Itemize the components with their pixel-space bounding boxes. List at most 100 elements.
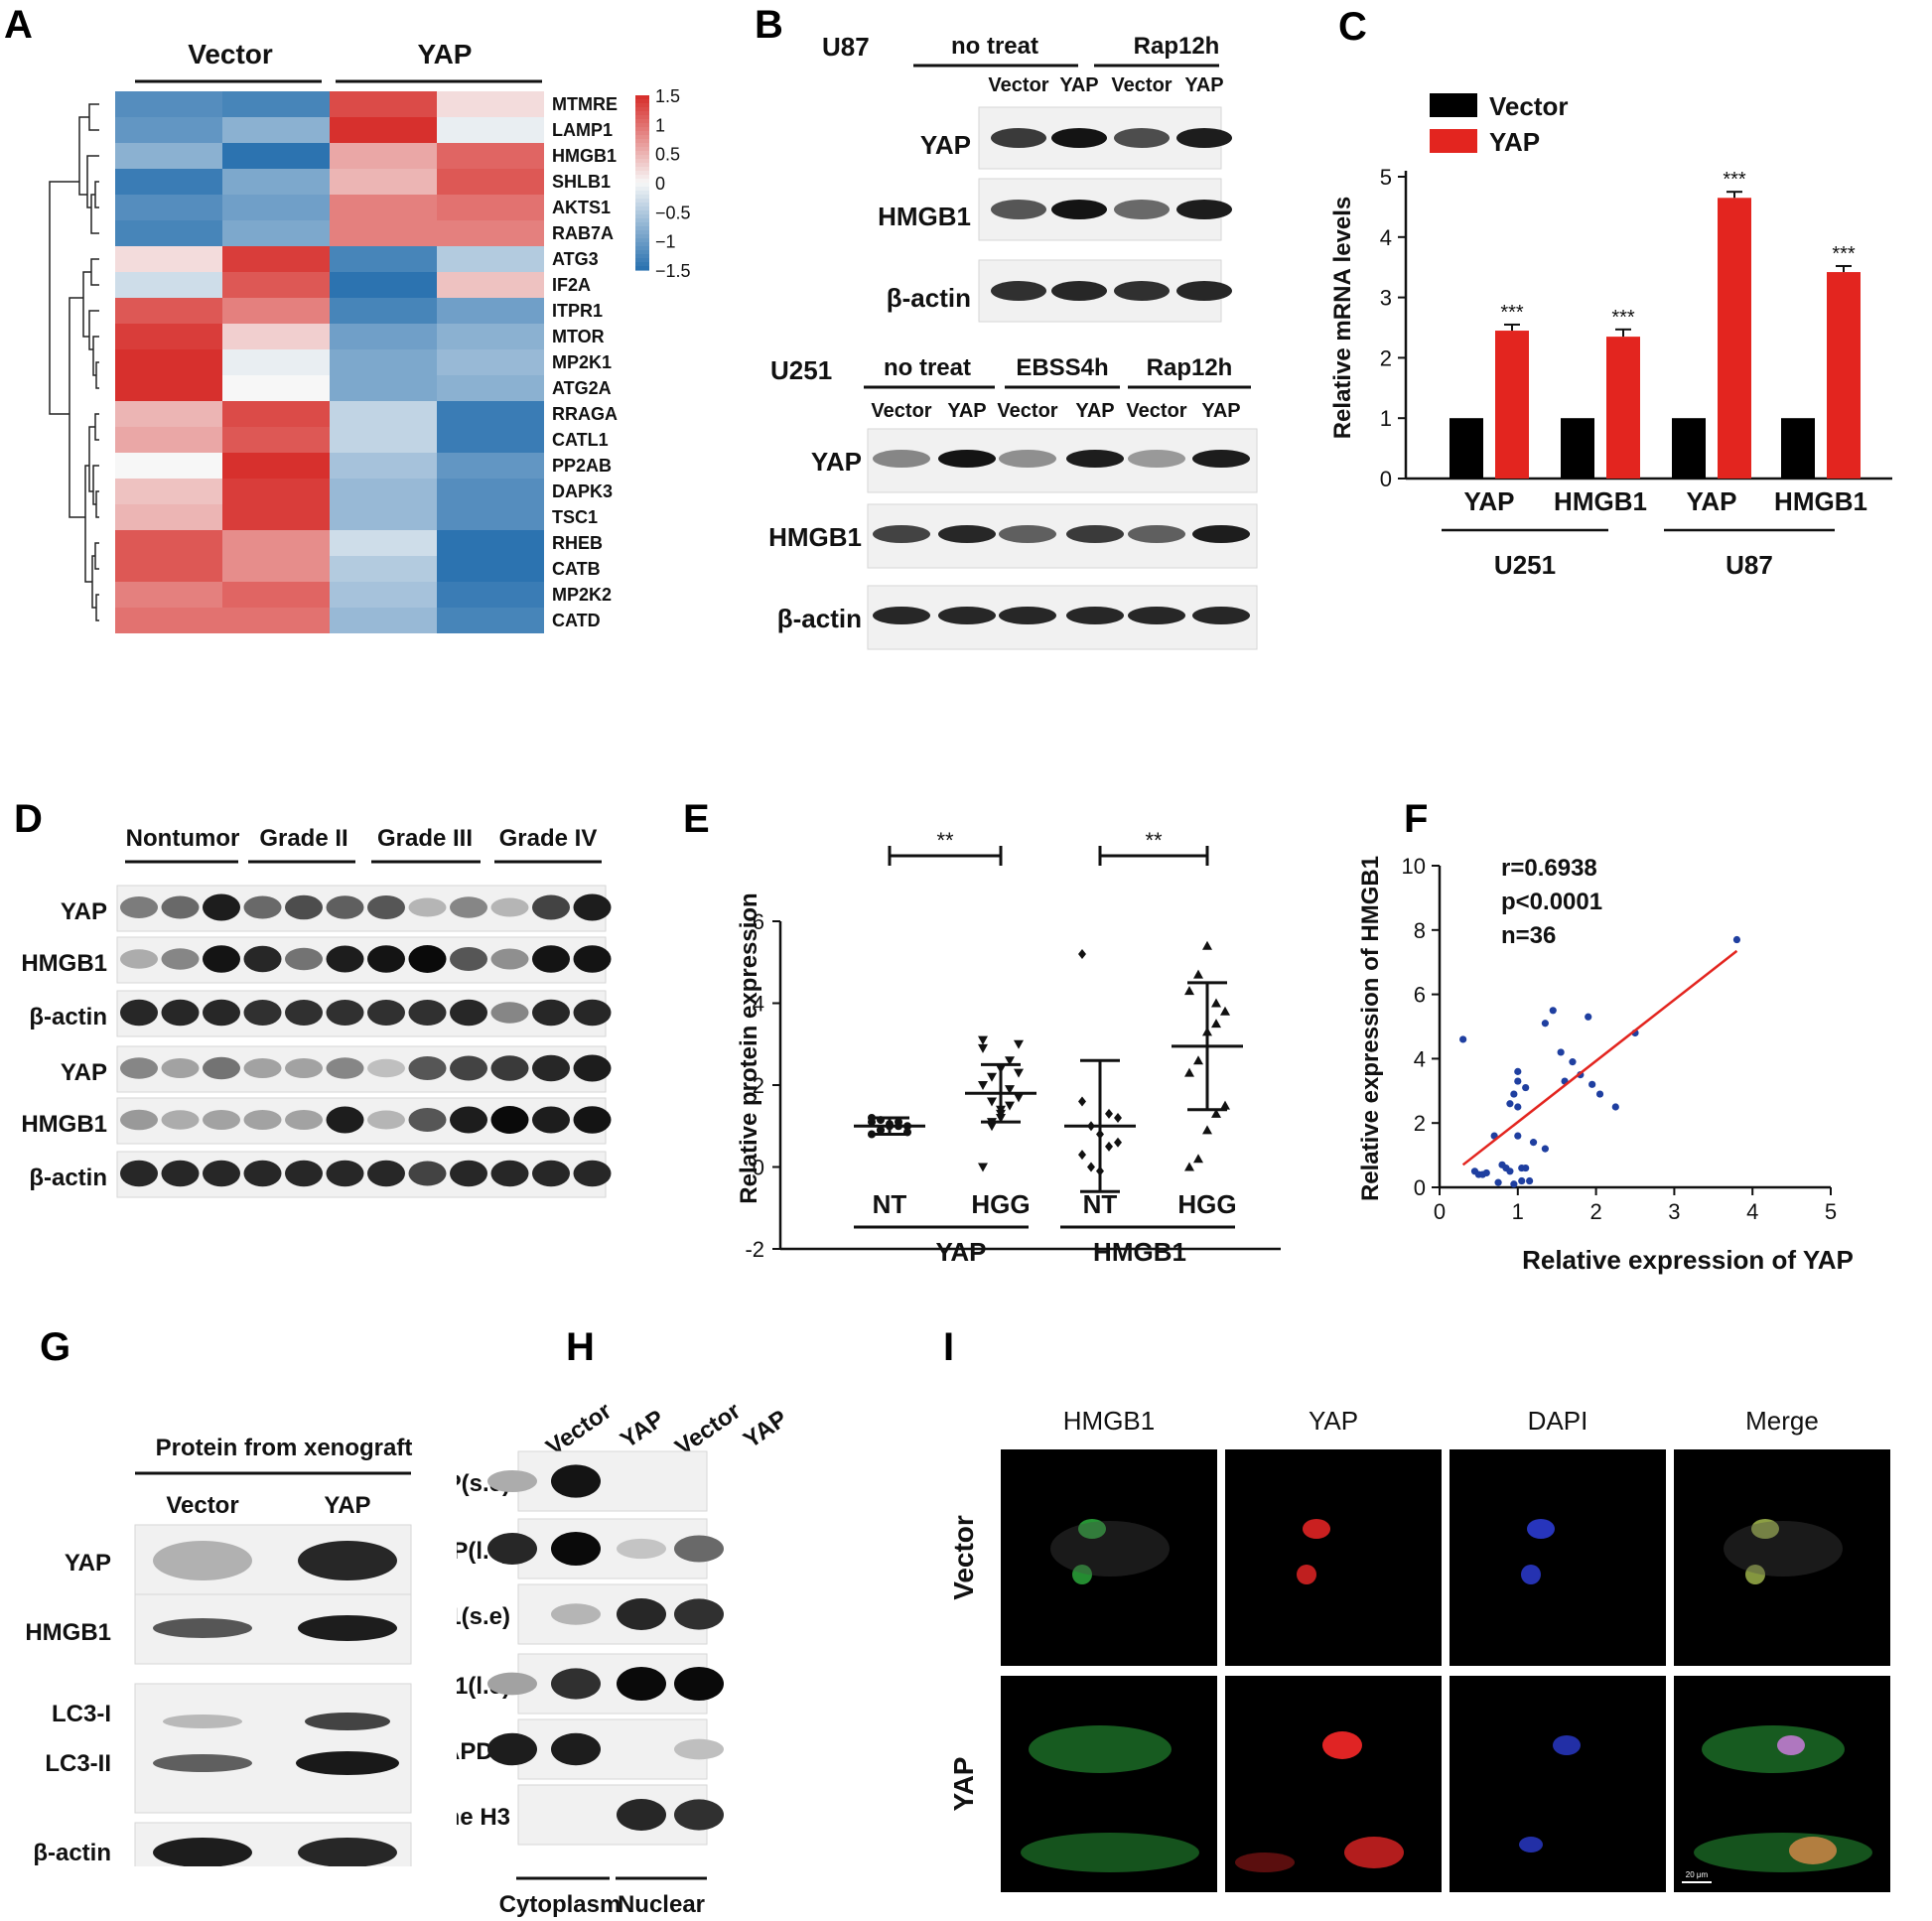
scatter-point bbox=[1459, 1035, 1467, 1043]
significance-stars: *** bbox=[1611, 307, 1635, 329]
if-image-tile bbox=[1225, 1449, 1442, 1666]
if-nucleus bbox=[1303, 1519, 1330, 1539]
y-axis-label: Relative protein expression bbox=[736, 892, 762, 1203]
heatmap-cell bbox=[437, 324, 544, 349]
tissue-band bbox=[285, 1160, 323, 1187]
tissue-row-label: HMGB1 bbox=[21, 1111, 107, 1138]
heatmap-cell bbox=[330, 479, 437, 504]
u251-band bbox=[999, 607, 1056, 624]
heatmap-cell bbox=[222, 582, 330, 608]
significance-stars: *** bbox=[1500, 302, 1524, 324]
dendrogram-branch bbox=[88, 310, 99, 350]
heatmap-cell bbox=[115, 479, 222, 504]
heatmap-cell bbox=[222, 401, 330, 427]
tissue-band bbox=[203, 1160, 240, 1187]
dendrogram-branch bbox=[90, 194, 99, 234]
heatmap-cell bbox=[437, 220, 544, 246]
xenograft-row-label: HMGB1 bbox=[25, 1619, 111, 1646]
fraction-band bbox=[551, 1464, 601, 1498]
heatmap-cell bbox=[330, 349, 437, 375]
fraction-label-nuclear: Nuclear bbox=[618, 1891, 705, 1918]
x-category-label: HGG bbox=[1177, 1189, 1236, 1219]
tissue-band bbox=[490, 1002, 529, 1024]
heatmap-cell bbox=[437, 298, 544, 324]
u251-condition-label: no treat bbox=[884, 354, 971, 381]
heatmap-cell bbox=[222, 298, 330, 324]
u87-band bbox=[1176, 128, 1232, 148]
xenograft-title: Protein from xenograft bbox=[156, 1435, 413, 1461]
heatmap-gene-label: ATG2A bbox=[552, 378, 612, 398]
tissue-band bbox=[326, 1160, 364, 1187]
heatmap-cell bbox=[222, 453, 330, 479]
heatmap-gene-label: MP2K1 bbox=[552, 352, 612, 372]
tissue-band bbox=[490, 897, 529, 917]
panel-i-immunofluorescence: I HMGB1 YAP DAPI Merge Vector YAP 20 μm bbox=[943, 1325, 1890, 1892]
u251-band bbox=[873, 450, 930, 468]
fraction-row-label: Histone H3 bbox=[457, 1804, 510, 1831]
heatmap-cell bbox=[330, 195, 437, 220]
u251-row-label: β-actin bbox=[777, 604, 862, 633]
tissue-band bbox=[408, 945, 447, 973]
u251-condition-label: Rap12h bbox=[1147, 354, 1233, 381]
heatmap-cell bbox=[330, 324, 437, 349]
heatmap-cell bbox=[437, 195, 544, 220]
heatmap-cell bbox=[437, 169, 544, 195]
u251-blot-strip bbox=[867, 585, 1258, 650]
y-axis-label: Relative expression of HMGB1 bbox=[1357, 856, 1384, 1201]
fraction-band bbox=[487, 1732, 537, 1766]
heatmap-cell bbox=[330, 504, 437, 530]
fraction-label-cytoplasm: Cytoplasm bbox=[499, 1891, 621, 1918]
color-scale-tick: 1.5 bbox=[655, 86, 680, 106]
tissue-band bbox=[243, 945, 282, 973]
color-scale-tick: 0.5 bbox=[655, 145, 680, 165]
u87-band bbox=[991, 281, 1046, 301]
heatmap-cell bbox=[222, 272, 330, 298]
tissue-band bbox=[243, 1058, 282, 1078]
tissue-group-label: Nontumor bbox=[126, 825, 240, 852]
dendrogram-branch bbox=[95, 490, 99, 518]
scatter-point bbox=[1588, 1080, 1596, 1088]
x-tick-label: 2 bbox=[1589, 1199, 1601, 1224]
regression-line bbox=[1461, 949, 1738, 1166]
data-point bbox=[877, 1126, 885, 1135]
tissue-row-label: YAP bbox=[61, 1059, 107, 1086]
tissue-band bbox=[408, 897, 447, 917]
data-point bbox=[1220, 1100, 1230, 1110]
heatmap-gene-label: ATG3 bbox=[552, 249, 599, 269]
heatmap-cell bbox=[437, 479, 544, 504]
tissue-band bbox=[161, 948, 200, 970]
data-point bbox=[1014, 1093, 1024, 1103]
dendrogram-branch bbox=[92, 336, 99, 376]
tissue-band bbox=[573, 893, 612, 921]
color-scale-segment bbox=[635, 218, 649, 223]
u251-band bbox=[1128, 607, 1185, 624]
if-nucleus bbox=[1745, 1565, 1765, 1584]
data-point bbox=[1114, 1137, 1122, 1148]
heatmap-gene-label: CATB bbox=[552, 559, 601, 579]
heatmap-cell bbox=[222, 117, 330, 143]
heatmap-cell bbox=[222, 143, 330, 169]
blot-cell-line-u87: U87 bbox=[822, 32, 870, 62]
if-image-tile bbox=[1225, 1676, 1442, 1892]
fraction-band bbox=[617, 1667, 666, 1701]
dendrogram-branch bbox=[92, 465, 99, 505]
u87-condition-label: Rap12h bbox=[1134, 33, 1220, 60]
dendrogram-branch bbox=[88, 426, 95, 492]
bar-vector bbox=[1561, 418, 1594, 479]
heatmap-gene-label: IF2A bbox=[552, 275, 591, 295]
heatmap-cell bbox=[115, 375, 222, 401]
fraction-band bbox=[487, 1533, 537, 1565]
x-category-label: NT bbox=[1083, 1189, 1118, 1219]
tissue-band bbox=[532, 1160, 570, 1187]
color-scale-segment bbox=[635, 214, 649, 219]
y-tick-label: 6 bbox=[1414, 983, 1426, 1008]
x-category-label: HMGB1 bbox=[1774, 486, 1867, 516]
data-point bbox=[987, 1072, 997, 1082]
tissue-band bbox=[408, 1000, 447, 1026]
heatmap-cell bbox=[222, 608, 330, 633]
heatmap-cell bbox=[222, 91, 330, 117]
tissue-band bbox=[203, 945, 240, 973]
fraction-band bbox=[551, 1603, 601, 1625]
tissue-band bbox=[243, 1000, 282, 1026]
data-point bbox=[1014, 1068, 1024, 1078]
